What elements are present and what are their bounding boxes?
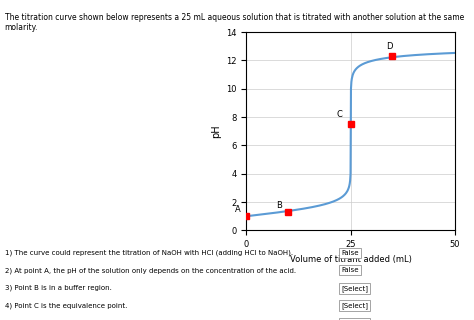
X-axis label: Volume of titrant added (mL): Volume of titrant added (mL) — [290, 255, 412, 264]
Text: False: False — [341, 250, 359, 256]
Text: A: A — [235, 205, 240, 214]
Text: C: C — [337, 110, 342, 119]
Text: 1) The curve could represent the titration of NaOH with HCl (adding HCl to NaOH): 1) The curve could represent the titrati… — [5, 250, 293, 256]
Text: The titration curve shown below represents a 25 mL aqueous solution that is titr: The titration curve shown below represen… — [5, 13, 464, 32]
Text: 4) Point C is the equivalence point.: 4) Point C is the equivalence point. — [5, 302, 127, 309]
Y-axis label: pH: pH — [211, 124, 221, 138]
Text: 3) Point B is in a buffer region.: 3) Point B is in a buffer region. — [5, 285, 111, 291]
Text: B: B — [276, 201, 282, 210]
Text: [Select]: [Select] — [341, 302, 368, 309]
Text: [Select]: [Select] — [341, 285, 368, 292]
Text: 2) At point A, the pH of the solution only depends on the concentration of the a: 2) At point A, the pH of the solution on… — [5, 267, 296, 274]
Text: False: False — [341, 267, 359, 273]
Text: D: D — [386, 42, 393, 51]
